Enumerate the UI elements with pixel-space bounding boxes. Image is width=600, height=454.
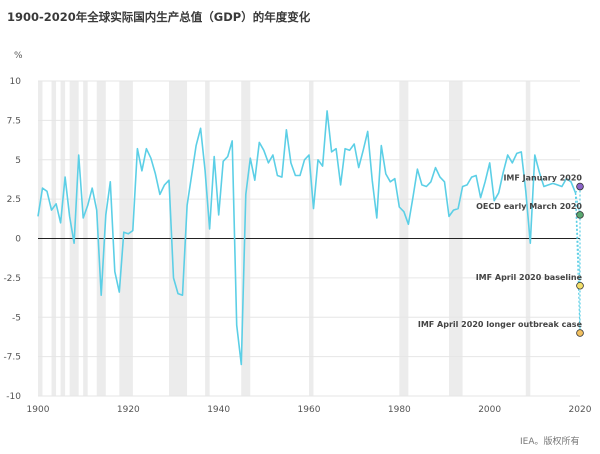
forecast-connector — [574, 192, 581, 286]
forecast-connector — [574, 186, 581, 194]
forecast-marker — [576, 329, 584, 337]
y-tick-label: 5 — [15, 156, 21, 166]
y-tick-label: 10 — [10, 77, 22, 87]
x-tick-label: 2000 — [478, 405, 501, 415]
x-tick-label: 1940 — [207, 405, 230, 415]
forecast-marker — [576, 182, 584, 191]
x-tick-label: 2020 — [569, 405, 592, 415]
y-tick-labels: 10 7.5 5 2.5 0 -2.5 -5 -7.5 -10 — [3, 77, 21, 402]
y-tick-label: -2.5 — [3, 274, 21, 284]
y-tick-label: 0 — [15, 235, 21, 245]
forecast-label: IMF April 2020 baseline — [476, 273, 583, 282]
y-axis-label: % — [14, 51, 23, 61]
forecast-label: OECD early March 2020 — [476, 202, 582, 211]
x-tick-label: 1920 — [117, 405, 140, 415]
y-tick-label: -7.5 — [3, 353, 21, 363]
forecast-label: IMF January 2020 — [503, 174, 582, 183]
series-layer — [37, 110, 577, 366]
x-tick-label: 1980 — [388, 405, 411, 415]
forecast-label: IMF April 2020 longer outbreak case — [418, 320, 583, 329]
y-tick-label: 2.5 — [7, 195, 21, 205]
x-tick-label: 1960 — [298, 405, 321, 415]
forecast-marker — [576, 211, 584, 219]
copyright-credit: IEA。版权所有 — [520, 437, 580, 447]
forecast-layer: IMF January 2020 OECD early March 2020 IMF… — [418, 174, 584, 337]
y-tick-label: -5 — [12, 313, 21, 323]
forecast-connector — [574, 192, 581, 334]
chart-title: 1900-2020年全球实际国内生产总值（GDP）的年度变化 — [7, 10, 311, 24]
x-tick-label: 1900 — [27, 405, 50, 415]
gdp-growth-line — [37, 110, 577, 366]
y-tick-label: 7.5 — [7, 116, 21, 126]
forecast-marker — [576, 281, 584, 290]
x-tick-labels: 1900 1920 1940 1960 1980 2000 2020 — [27, 405, 592, 415]
y-tick-label: -10 — [6, 392, 21, 402]
